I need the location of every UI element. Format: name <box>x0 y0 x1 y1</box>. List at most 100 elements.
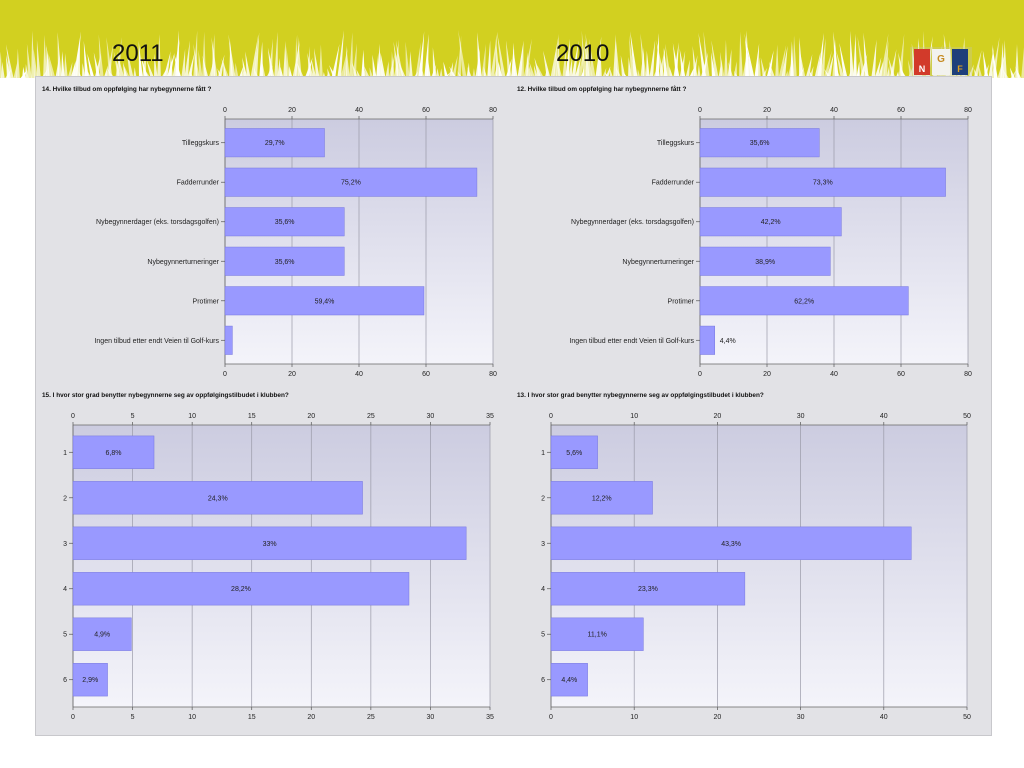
grass-blade <box>520 43 524 80</box>
grass-blade <box>568 57 573 80</box>
grass-blade <box>595 36 602 80</box>
x-tick-label-bottom: 40 <box>830 371 838 378</box>
grass-blade <box>826 52 834 80</box>
grass-blade <box>1009 67 1016 80</box>
x-tick-label-bottom: 25 <box>367 714 375 721</box>
grass-blade <box>1015 66 1022 80</box>
grass-blade <box>449 66 458 80</box>
grass-blade <box>760 57 767 80</box>
grass-blade <box>824 68 833 80</box>
grass-blade <box>588 38 596 80</box>
grass-blade <box>672 42 680 80</box>
grass-blade <box>1003 39 1007 80</box>
grass-blade <box>775 44 779 80</box>
grass-blade <box>836 50 845 80</box>
x-tick-label-bottom: 10 <box>630 714 638 721</box>
grass-blade <box>261 60 266 80</box>
grass-blade <box>113 51 122 80</box>
bar-value-label: 59,4% <box>315 298 335 305</box>
x-tick-label-bottom: 0 <box>71 714 75 721</box>
category-label: Tilleggskurs <box>657 140 695 147</box>
grass-blade <box>93 52 101 80</box>
logo-letter-g: G <box>937 54 945 65</box>
category-label: Nybegynnerturneringer <box>147 259 219 266</box>
bar-value-label: 12,2% <box>592 495 612 502</box>
category-label: 6 <box>541 677 545 684</box>
x-tick-label-bottom: 30 <box>797 714 805 721</box>
grass-blade <box>61 51 65 80</box>
chart-title: 14. Hvilke tilbud om oppfølging har nybe… <box>42 85 211 93</box>
x-tick-label-bottom: 60 <box>422 371 430 378</box>
grass-blade <box>443 61 449 80</box>
grass-blade <box>138 40 143 80</box>
category-label: Ingen tilbud etter endt Veien til Golf-k… <box>94 338 219 345</box>
grass-blade <box>754 43 760 80</box>
grass-blade <box>26 43 32 80</box>
bar-value-label: 2,9% <box>82 677 98 684</box>
grass-blade <box>853 33 857 80</box>
grass-blade <box>615 66 623 80</box>
category-label: Nybegynnerturneringer <box>622 259 694 266</box>
grass-blade <box>646 50 650 80</box>
grass-blade <box>116 51 125 80</box>
category-label: 5 <box>541 632 545 639</box>
grass-blade <box>380 52 386 80</box>
grass-blade <box>739 31 743 81</box>
grass-blade <box>724 39 728 80</box>
grass-blade <box>992 44 998 80</box>
grass-blade <box>307 52 314 80</box>
plot-area <box>73 425 490 707</box>
bar <box>224 207 345 237</box>
bar <box>550 526 912 560</box>
grass-blade <box>943 33 950 80</box>
grass-blade <box>43 34 47 80</box>
x-tick-label-top: 15 <box>248 413 256 420</box>
x-tick-label-top: 35 <box>486 413 494 420</box>
grass-blade <box>98 34 104 80</box>
grass-blade <box>36 39 41 80</box>
year-label-2011: 2011 <box>112 40 164 67</box>
grass-blade <box>343 58 347 80</box>
grass-blade <box>863 32 869 80</box>
bar-value-label: 42,2% <box>761 219 781 226</box>
grass-blade <box>640 33 647 80</box>
grass-blade <box>888 56 896 80</box>
x-tick-label-top: 80 <box>964 107 972 114</box>
grass-blade <box>565 38 570 80</box>
grass-blade <box>87 53 95 80</box>
chart-title: 13. I hvor stor grad benytter nybegynner… <box>517 392 764 399</box>
x-tick-label-bottom: 80 <box>964 371 972 378</box>
grass-blade <box>405 41 410 80</box>
bar-value-label: 24,3% <box>208 495 228 502</box>
grass-blade <box>296 61 305 80</box>
grass-blade <box>871 39 877 80</box>
grass-blade <box>337 30 344 80</box>
grass-blade <box>143 68 152 80</box>
category-label: Nybegynnerdager (eks. torsdagsgolfen) <box>96 219 219 226</box>
grass-blade <box>235 62 239 80</box>
x-tick-label-bottom: 80 <box>489 371 497 378</box>
bar <box>699 246 831 276</box>
grass-blade <box>991 37 1000 80</box>
x-tick-label-bottom: 40 <box>880 714 888 721</box>
grass-blade <box>448 61 454 80</box>
grass-blade <box>703 31 710 81</box>
grass-blade <box>497 32 506 80</box>
grass-blade <box>146 59 155 80</box>
grass-blade <box>490 31 498 80</box>
bar <box>224 286 425 316</box>
bar <box>72 481 363 515</box>
grass-blade <box>351 61 359 80</box>
bar-value-label: 5,6% <box>566 450 582 457</box>
grass-blade <box>820 38 826 80</box>
grass-blade <box>692 45 698 80</box>
grass-blade <box>217 54 225 80</box>
grass-blade <box>898 33 905 80</box>
x-tick-label-top: 40 <box>830 107 838 114</box>
grass-blade <box>372 54 377 80</box>
grass-blade <box>778 44 787 80</box>
grass-blade <box>757 57 761 80</box>
grass-blade <box>432 47 437 80</box>
x-tick-label-top: 0 <box>549 413 553 420</box>
bar-value-label: 35,6% <box>275 259 295 266</box>
